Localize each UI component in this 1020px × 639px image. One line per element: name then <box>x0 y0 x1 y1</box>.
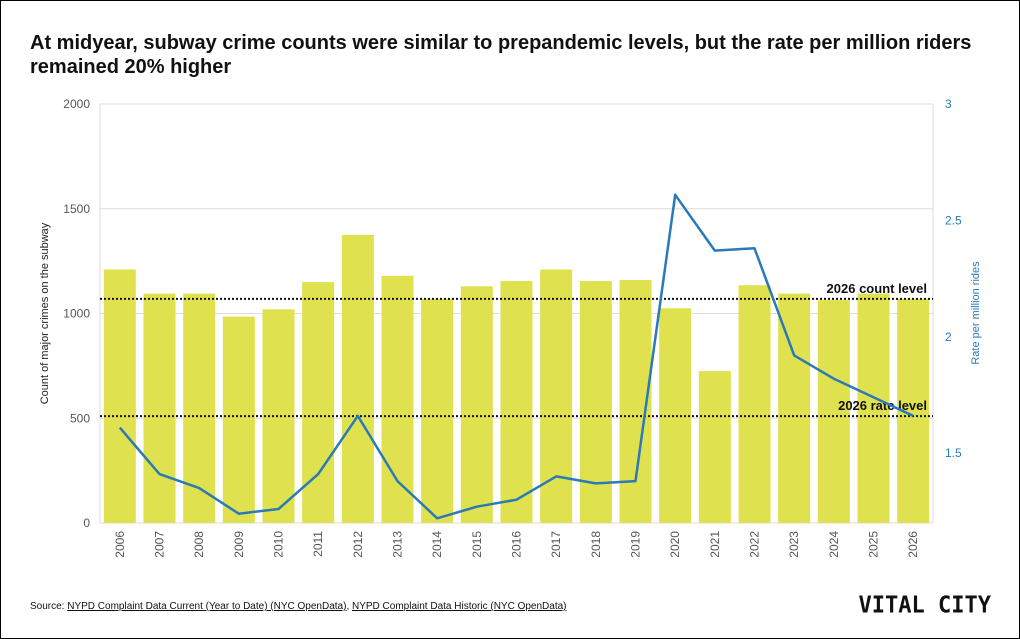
y2-tick-label: 2 <box>945 330 952 344</box>
y-tick-label: 500 <box>70 411 90 425</box>
x-tick-label: 2019 <box>629 531 643 558</box>
source-footer: Source: NYPD Complaint Data Current (Yea… <box>30 601 567 612</box>
bar <box>103 269 136 523</box>
x-tick-label: 2014 <box>430 531 444 558</box>
x-tick-label: 2021 <box>708 531 722 558</box>
bar <box>698 371 731 523</box>
bar <box>778 293 811 523</box>
x-tick-label: 2023 <box>787 531 801 558</box>
y2-tick-label: 1.5 <box>945 446 962 460</box>
bar <box>857 293 890 523</box>
reference-line-label: 2026 count level <box>827 281 927 296</box>
x-tick-label: 2018 <box>589 531 603 558</box>
x-tick-label: 2025 <box>867 531 881 558</box>
x-tick-label: 2011 <box>311 531 325 557</box>
rate-line <box>118 193 914 520</box>
x-tick-label: 2016 <box>510 531 524 558</box>
bar <box>579 281 612 523</box>
bar <box>460 286 493 523</box>
y2-tick-label: 2.5 <box>945 213 962 227</box>
x-tick-label: 2010 <box>272 531 286 558</box>
bar <box>500 281 533 523</box>
reference-line-label: 2026 rate level <box>838 398 927 413</box>
source-label: Source: <box>30 601 68 612</box>
x-tick-label: 2007 <box>153 531 167 558</box>
x-tick-label: 2006 <box>113 531 127 558</box>
source-link-current[interactable]: NYPD Complaint Data Current (Year to Dat… <box>67 601 347 612</box>
chart-title: At midyear, subway crime counts were sim… <box>30 32 972 78</box>
x-tick-label: 2026 <box>906 531 920 558</box>
x-tick-label: 2020 <box>668 531 682 558</box>
bar <box>659 308 692 523</box>
bar <box>381 275 414 523</box>
x-tick-label: 2015 <box>470 531 484 558</box>
y-tick-label: 2000 <box>63 97 90 111</box>
x-tick-label: 2022 <box>748 531 762 558</box>
bar <box>738 285 771 523</box>
vital-city-logo: VITAL CITY <box>858 592 991 619</box>
bar <box>421 298 454 523</box>
y-tick-label: 0 <box>83 516 90 530</box>
bar <box>341 234 374 523</box>
x-tick-label: 2013 <box>391 531 405 558</box>
source-link-historic[interactable]: NYPD Complaint Data Historic (NYC OpenDa… <box>352 601 567 612</box>
bar <box>143 293 176 523</box>
combo-chart: 0 500 1000 1500 2000 1.5 2 2.5 3 2006 2007 2008 2009… <box>39 97 982 558</box>
x-tick-label: 2009 <box>232 531 246 558</box>
y2-tick-label: 3 <box>945 97 952 111</box>
x-tick-label: 2017 <box>549 531 563 558</box>
x-tick-label: 2012 <box>351 531 365 558</box>
y-tick-label: 1000 <box>63 307 90 321</box>
bar <box>222 316 255 523</box>
bar <box>540 269 573 523</box>
y-tick-label: 1500 <box>63 202 90 216</box>
source-separator: , <box>346 601 352 612</box>
x-tick-label: 2008 <box>192 531 206 558</box>
x-tick-label: 2024 <box>827 531 841 558</box>
bar <box>302 282 335 523</box>
bar <box>817 299 850 523</box>
y2-axis-title: Rate per million rides <box>970 261 982 365</box>
y-axis-title: Count of major crimes on the subway <box>39 222 51 404</box>
